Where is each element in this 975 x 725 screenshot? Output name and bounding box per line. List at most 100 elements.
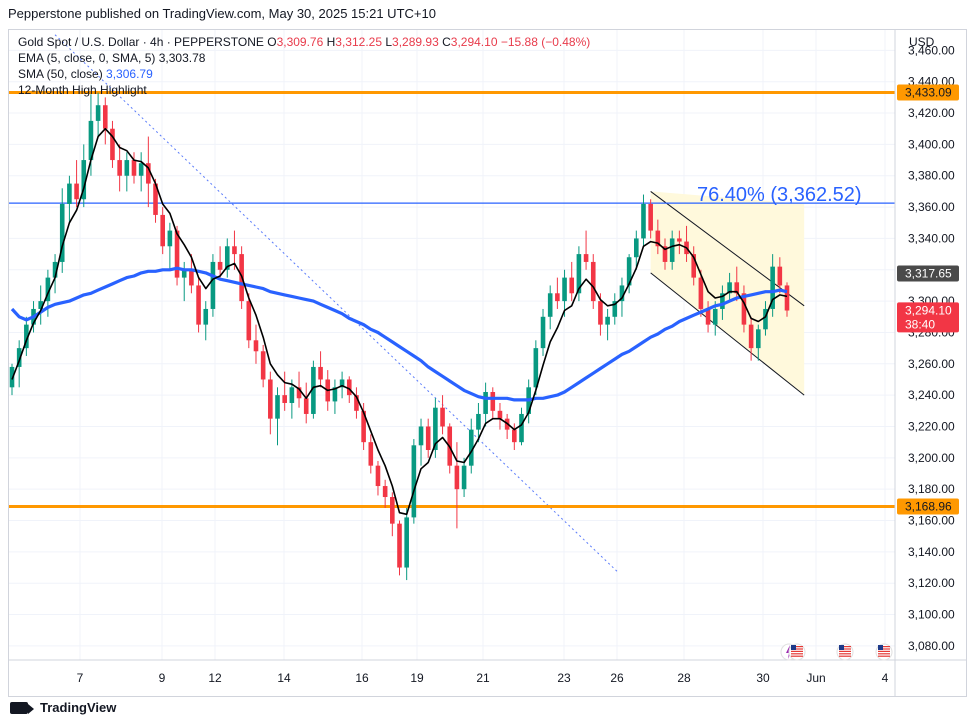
candle-down xyxy=(598,301,603,325)
x-tick-label: 19 xyxy=(410,671,424,685)
candle-down xyxy=(777,266,783,286)
ohlc-low-label: L xyxy=(385,35,393,49)
y-tick-label: 3,180.00 xyxy=(908,482,955,496)
flag-stripe xyxy=(791,653,803,655)
flag-stripe xyxy=(878,648,890,650)
candle-up xyxy=(605,316,610,325)
candle-down xyxy=(583,254,589,262)
moving-averages xyxy=(10,127,788,516)
y-tick-label: 3,200.00 xyxy=(908,451,955,465)
current-price-label-countdown: 38:40 xyxy=(905,317,935,331)
symbol-title[interactable]: Gold Spot / U.S. Dollar · 4h · PEPPERSTO… xyxy=(18,35,264,49)
ohlc-high-value: 3,312.25 xyxy=(335,35,383,49)
candle-down xyxy=(677,238,682,242)
flag-stripe xyxy=(878,655,890,657)
flag-canton xyxy=(839,645,844,650)
x-tick-label: 30 xyxy=(756,671,770,685)
flag-canton xyxy=(878,645,883,650)
footer-brand[interactable]: TradingView xyxy=(10,700,116,715)
candle-up xyxy=(612,301,618,317)
candle-up xyxy=(138,163,144,176)
last-marker-price-label-bg xyxy=(897,265,959,282)
candle-down xyxy=(375,465,381,487)
candle-up xyxy=(641,203,646,239)
candle-up xyxy=(24,324,29,349)
candle-up xyxy=(727,282,732,294)
sma-label[interactable]: SMA (50, close) xyxy=(18,67,103,81)
candle-down xyxy=(655,230,661,247)
candle-up xyxy=(88,120,94,161)
candle-down xyxy=(131,160,137,176)
candle-up xyxy=(483,392,488,414)
candle-down xyxy=(397,523,402,568)
candle-up xyxy=(519,413,524,443)
sma-line xyxy=(10,266,788,402)
y-tick-label: 3,080.00 xyxy=(908,639,955,653)
candle-up xyxy=(411,445,417,518)
candle-down xyxy=(110,128,115,161)
candle-up xyxy=(124,160,130,176)
ema-label[interactable]: EMA (5, close, 0, SMA, 5) xyxy=(18,51,156,65)
candle-down xyxy=(490,392,496,411)
flag-stripe xyxy=(878,653,890,655)
economic-event-icons xyxy=(780,643,893,661)
flag-stripe xyxy=(839,650,851,652)
flag-stripe xyxy=(878,650,890,652)
flag-canton xyxy=(791,645,796,650)
fib-level-label: 76.40% (3,362.52) xyxy=(697,184,862,206)
candle-up xyxy=(52,261,58,278)
flag-stripe xyxy=(791,655,803,657)
candle-down xyxy=(318,366,323,380)
us-flag-event-icon[interactable] xyxy=(788,643,806,661)
candle-up xyxy=(433,407,438,450)
dotted-trendline xyxy=(54,34,619,573)
candle-down xyxy=(691,254,697,278)
us-flag-event-icon[interactable] xyxy=(836,643,854,661)
candle-up xyxy=(289,387,295,403)
candle-down xyxy=(260,351,266,380)
candle-up xyxy=(9,366,15,388)
candle-down xyxy=(390,497,395,524)
high-line-price-label: 3,433.09 xyxy=(905,86,952,100)
x-tick-label: 9 xyxy=(159,671,166,685)
candle-up xyxy=(59,203,65,262)
candle-up xyxy=(533,348,539,388)
candle-down xyxy=(361,410,366,443)
sma-value: 3,306.79 xyxy=(106,67,153,81)
ema-line xyxy=(11,127,788,516)
candle-down xyxy=(741,293,747,325)
candle-up xyxy=(203,308,209,325)
ohlc-close-label: C xyxy=(442,35,451,49)
us-flag-event-icon[interactable] xyxy=(875,643,893,661)
channel-lower-line xyxy=(650,272,805,396)
x-tick-label: 23 xyxy=(557,671,571,685)
y-tick-label: 3,340.00 xyxy=(908,231,955,245)
candle-down xyxy=(368,442,374,466)
candle-up xyxy=(755,329,761,349)
candle-up xyxy=(547,293,553,317)
candle-down xyxy=(74,183,79,200)
candle-down xyxy=(382,486,388,498)
candle-down xyxy=(153,183,158,215)
flag-stripe xyxy=(791,650,803,652)
x-tick-label: 16 xyxy=(355,671,369,685)
low-line-price-label: 3,168.96 xyxy=(905,499,952,513)
candle-up xyxy=(669,238,675,262)
candle-up xyxy=(404,517,409,568)
candle-down xyxy=(117,160,122,176)
x-tick-label: 26 xyxy=(610,671,624,685)
candle-up xyxy=(275,395,280,419)
flag-stripe xyxy=(839,646,851,648)
candle-up xyxy=(562,277,567,302)
candle-down xyxy=(698,277,704,309)
ohlc-open-label: O xyxy=(267,35,277,49)
y-tick-label: 3,260.00 xyxy=(908,357,955,371)
candle-up xyxy=(576,254,582,294)
candle-up xyxy=(16,348,22,367)
candle-up xyxy=(461,465,467,490)
candle-down xyxy=(784,285,790,311)
highlight-label[interactable]: 12-Month High Highlight xyxy=(18,83,147,97)
candle-down xyxy=(146,163,151,184)
